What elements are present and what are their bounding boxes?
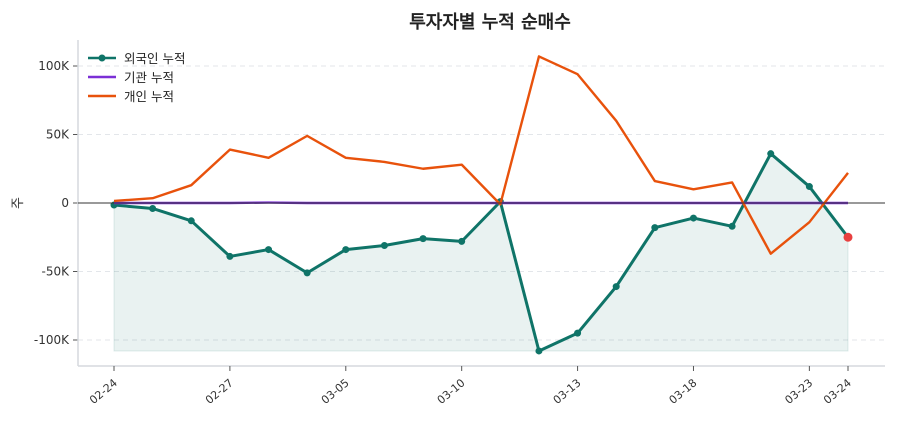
x-tick-label: 03-10 <box>435 376 468 407</box>
y-tick-label: 0 <box>61 196 69 210</box>
legend-label: 개인 누적 <box>124 89 174 104</box>
series-marker <box>767 150 774 157</box>
series-marker <box>188 217 195 224</box>
series-marker <box>574 330 581 337</box>
y-axis-label: 주 <box>11 197 26 209</box>
series-marker <box>458 238 465 245</box>
y-tick-label: 100K <box>38 59 70 73</box>
legend-label: 기관 누적 <box>124 70 174 85</box>
last-point-marker <box>844 233 853 242</box>
series-marker <box>535 347 542 354</box>
chart-title: 투자자별 누적 순매수 <box>409 12 571 33</box>
y-tick-label: -50K <box>42 265 71 279</box>
series-marker <box>420 235 427 242</box>
x-tick-label: 03-23 <box>782 376 815 407</box>
y-tick-label: 50K <box>46 128 70 142</box>
series-marker <box>806 183 813 190</box>
series-marker <box>226 253 233 260</box>
legend-marker <box>99 55 106 62</box>
series-marker <box>729 223 736 230</box>
series-marker <box>304 269 311 276</box>
x-tick-label: 03-18 <box>667 376 700 407</box>
series-marker <box>381 242 388 249</box>
x-tick-label: 02-24 <box>87 376 120 407</box>
series-marker <box>690 215 697 222</box>
x-tick-label: 02-27 <box>203 376 236 407</box>
series-marker <box>265 246 272 253</box>
y-tick-label: -100K <box>34 333 70 347</box>
legend-label: 외국인 누적 <box>124 51 185 66</box>
series-marker <box>149 205 156 212</box>
series-marker <box>651 224 658 231</box>
series-marker <box>342 246 349 253</box>
series-marker <box>613 283 620 290</box>
x-tick-label: 03-24 <box>821 376 854 407</box>
x-tick-label: 03-05 <box>319 376 352 407</box>
x-tick-label: 03-13 <box>551 376 584 407</box>
